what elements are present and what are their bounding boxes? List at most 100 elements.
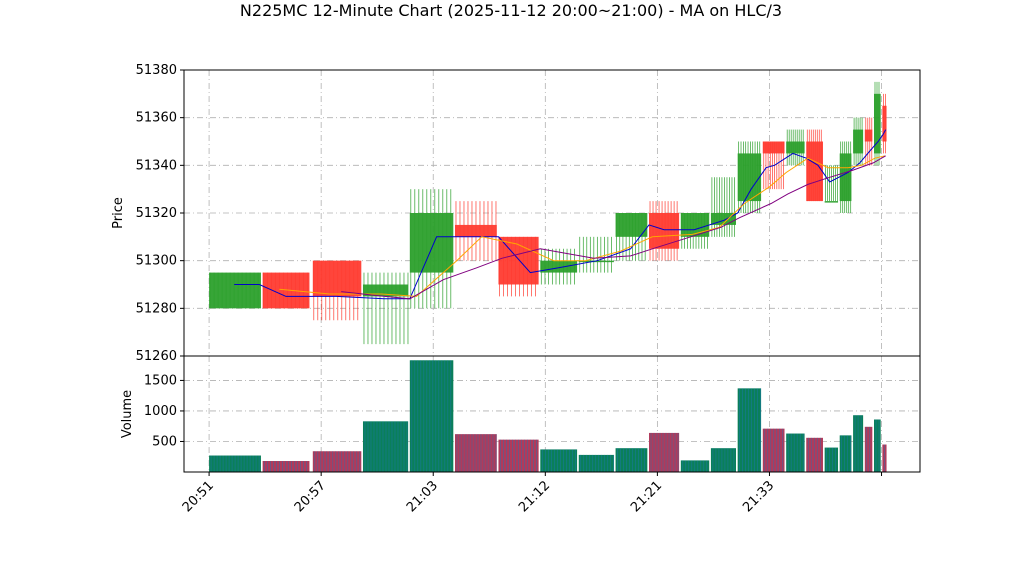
price-tick-label: 51280 bbox=[136, 301, 177, 316]
x-tick-label: 21:21 bbox=[628, 478, 665, 515]
x-tick-label: 21:33 bbox=[740, 478, 777, 515]
candle bbox=[454, 201, 497, 261]
volume-bar-fill bbox=[540, 449, 578, 472]
volume-bar bbox=[806, 437, 823, 472]
volume-bar bbox=[737, 388, 762, 472]
volume-bar bbox=[853, 415, 864, 472]
candle bbox=[209, 272, 261, 309]
candle-body bbox=[839, 153, 852, 202]
chart-title: N225MC 12-Minute Chart (2025-11-12 20:00… bbox=[240, 1, 782, 20]
candle-body bbox=[454, 224, 497, 237]
volume-bar bbox=[874, 419, 881, 472]
volume-tick-label: 1500 bbox=[144, 373, 177, 388]
price-tick-label: 51340 bbox=[136, 158, 177, 173]
volume-bar-fill bbox=[710, 448, 736, 472]
price-tick-label: 51260 bbox=[136, 349, 177, 364]
x-axis: 20:51 20:57 21:03 21:12 21:21 21:33 bbox=[180, 472, 883, 515]
candle bbox=[362, 272, 409, 345]
candle bbox=[874, 81, 881, 166]
candle bbox=[824, 165, 839, 203]
candle bbox=[786, 129, 805, 166]
volume-bar bbox=[710, 448, 736, 472]
candle-body bbox=[853, 129, 864, 154]
candle bbox=[839, 141, 852, 213]
candle bbox=[806, 129, 823, 202]
candle-body bbox=[864, 129, 873, 142]
price-tick-label: 51360 bbox=[136, 111, 177, 126]
candle bbox=[409, 189, 454, 309]
volume-axis-label: Volume bbox=[120, 390, 135, 438]
volume-bar bbox=[762, 428, 785, 472]
volume-bar bbox=[824, 447, 839, 472]
candle-body bbox=[762, 141, 785, 154]
candle bbox=[312, 260, 362, 321]
candle-body bbox=[680, 213, 710, 237]
volume-bar-fill bbox=[409, 360, 454, 472]
candle-body bbox=[578, 260, 614, 263]
volume-frame bbox=[183, 355, 921, 473]
candle-body bbox=[540, 260, 578, 273]
volume-bar-fill bbox=[786, 433, 805, 472]
volume-bar bbox=[839, 435, 852, 472]
candle bbox=[762, 141, 785, 190]
volume-bar-fill bbox=[864, 426, 873, 472]
volume-bar-fill bbox=[578, 454, 614, 472]
volume-bar-fill bbox=[824, 447, 839, 472]
volume-bar bbox=[454, 434, 497, 472]
candle-body bbox=[649, 213, 680, 249]
volume-bar-fill bbox=[262, 461, 310, 472]
volume-bar bbox=[209, 455, 261, 472]
candle bbox=[737, 141, 762, 213]
candle bbox=[615, 213, 648, 261]
moving-average-line bbox=[341, 155, 886, 300]
candle-body bbox=[737, 153, 762, 202]
candle bbox=[710, 177, 736, 237]
volume-bar bbox=[680, 460, 710, 472]
volume-bar-fill bbox=[649, 432, 680, 472]
x-tick-label: 21:03 bbox=[404, 478, 441, 515]
volume-bar bbox=[649, 432, 680, 472]
candle-body bbox=[615, 213, 648, 237]
candle-body bbox=[362, 284, 409, 297]
volume-bar bbox=[362, 421, 409, 472]
volume-panel: 500 1000 1500 Volume bbox=[120, 355, 921, 473]
x-tick-label: 21:12 bbox=[516, 478, 553, 515]
volume-bar bbox=[882, 444, 887, 472]
candle bbox=[649, 201, 680, 261]
volume-bar bbox=[312, 451, 362, 472]
volume-bar bbox=[540, 449, 578, 472]
volume-bar-fill bbox=[362, 421, 409, 472]
candle bbox=[262, 272, 310, 309]
price-tick-label: 51320 bbox=[136, 206, 177, 221]
candle bbox=[498, 236, 539, 297]
volume-bar-fill bbox=[839, 435, 852, 472]
volume-bar bbox=[498, 439, 539, 472]
volume-bar bbox=[409, 360, 454, 472]
price-tick-label: 51380 bbox=[136, 63, 177, 78]
volume-bar-fill bbox=[312, 451, 362, 472]
volume-bar bbox=[262, 461, 310, 472]
volume-bar bbox=[864, 426, 873, 472]
candle-body bbox=[409, 213, 454, 273]
volume-bar bbox=[786, 433, 805, 472]
candle bbox=[882, 93, 887, 154]
candle-body bbox=[209, 272, 261, 309]
candle-body bbox=[882, 105, 887, 142]
price-tick-label: 51300 bbox=[136, 254, 177, 269]
volume-bar-fill bbox=[806, 437, 823, 472]
candle-body bbox=[786, 141, 805, 154]
price-axis-label: Price bbox=[111, 197, 126, 229]
volume-bar-fill bbox=[874, 419, 881, 472]
candle-body bbox=[874, 93, 881, 154]
volume-bar-fill bbox=[454, 434, 497, 472]
volume-tick-label: 1000 bbox=[144, 404, 177, 419]
volume-bar bbox=[578, 454, 615, 472]
moving-average-line bbox=[279, 155, 886, 297]
candle-body bbox=[312, 260, 362, 297]
price-panel: 51260 51280 51300 51320 51340 51360 51380 Pric… bbox=[111, 63, 921, 364]
volume-tick-label: 500 bbox=[152, 434, 177, 449]
x-tick-label: 20:57 bbox=[292, 478, 329, 515]
candle bbox=[853, 117, 864, 166]
candle bbox=[864, 117, 873, 166]
